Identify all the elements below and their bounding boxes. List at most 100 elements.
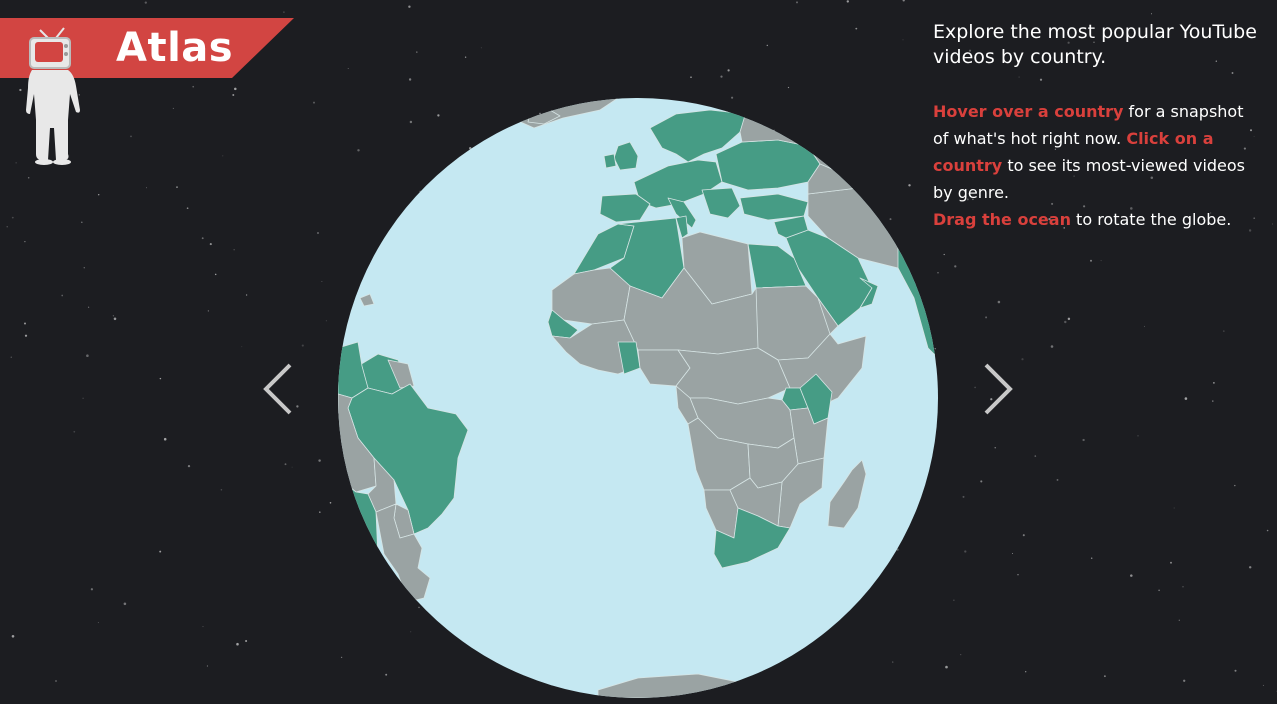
star: [27, 177, 30, 179]
star: [1158, 589, 1160, 592]
star: [317, 232, 319, 234]
star: [1073, 175, 1075, 177]
star: [1064, 320, 1067, 324]
star: [163, 437, 167, 441]
next-button[interactable]: [978, 359, 1018, 419]
tv-head-astronaut-icon: [26, 27, 80, 165]
star: [291, 466, 293, 468]
star: [945, 665, 948, 669]
star: [234, 87, 237, 91]
star: [10, 356, 12, 358]
star: [968, 49, 972, 52]
star: [1170, 561, 1172, 564]
star: [55, 680, 57, 682]
star: [1056, 478, 1059, 481]
star: [233, 249, 235, 251]
star: [1067, 317, 1071, 321]
star: [1017, 574, 1019, 576]
star: [82, 397, 84, 399]
country-caribbean[interactable]: [359, 293, 375, 307]
star: [321, 281, 323, 282]
star: [113, 317, 117, 321]
country-guianas[interactable]: [387, 359, 415, 389]
star: [202, 626, 204, 628]
country-eastern-europe[interactable]: [715, 139, 821, 191]
star: [130, 135, 132, 138]
country-ethiopia[interactable]: [777, 333, 867, 409]
star: [731, 96, 734, 99]
country-ireland[interactable]: [603, 153, 617, 169]
star: [1212, 400, 1214, 402]
hover-description: for a snapshot of what's hot right now.: [933, 102, 1244, 148]
star: [90, 588, 94, 591]
country-south-africa[interactable]: [713, 507, 791, 569]
star: [1130, 207, 1133, 210]
star: [1248, 229, 1252, 232]
star: [1100, 260, 1102, 262]
star: [1209, 212, 1212, 214]
chevron-right-icon: [984, 363, 1013, 415]
star: [1090, 259, 1092, 262]
app-title: Atlas: [116, 25, 234, 71]
title-banner: [0, 18, 294, 78]
star: [902, 39, 904, 41]
star: [994, 447, 996, 449]
star: [1048, 217, 1051, 221]
star: [1248, 566, 1252, 569]
star: [1250, 129, 1252, 132]
country-madagascar[interactable]: [827, 459, 867, 529]
star: [241, 346, 243, 348]
star: [206, 665, 208, 667]
banner-ribbon: [0, 18, 294, 78]
star: [416, 51, 418, 53]
click-description: to see its most-viewed videos by genre.: [933, 156, 1246, 202]
country-oman[interactable]: [859, 277, 879, 309]
star: [207, 310, 210, 312]
star: [889, 218, 892, 221]
star: [1173, 507, 1175, 509]
hover-instruction: Hover over a country: [933, 102, 1124, 121]
star: [1137, 435, 1139, 437]
country-spain[interactable]: [599, 193, 651, 223]
star: [966, 198, 969, 201]
star: [1050, 345, 1054, 348]
star: [24, 322, 26, 325]
country-balkans[interactable]: [701, 187, 741, 219]
star: [78, 94, 80, 96]
country-levant[interactable]: [773, 215, 809, 239]
star: [6, 226, 8, 228]
star: [727, 69, 730, 72]
star: [87, 306, 90, 308]
country-argentina[interactable]: [375, 503, 431, 603]
star: [318, 459, 321, 462]
star: [796, 1, 798, 4]
star: [934, 348, 936, 350]
click-instruction: Click on a country: [933, 129, 1214, 175]
star: [357, 149, 360, 152]
star: [313, 101, 315, 104]
previous-button[interactable]: [258, 359, 298, 419]
star: [964, 550, 967, 553]
star: [222, 155, 224, 157]
star: [480, 47, 482, 49]
globe[interactable]: [338, 98, 938, 698]
star: [408, 78, 412, 81]
star: [1183, 679, 1186, 682]
star: [245, 294, 248, 296]
star: [953, 599, 955, 601]
country-egypt[interactable]: [747, 243, 807, 289]
star: [385, 673, 388, 676]
star: [960, 654, 962, 656]
star: [1148, 162, 1150, 164]
country-italy[interactable]: [667, 197, 697, 229]
country-scandinavia[interactable]: [649, 109, 747, 163]
help-text: Hover over a country for a snapshot of w…: [933, 98, 1263, 233]
star: [954, 265, 957, 268]
star: [159, 550, 162, 553]
country-tunisia[interactable]: [675, 215, 689, 239]
star: [209, 243, 212, 246]
star: [340, 656, 343, 659]
star: [97, 193, 100, 196]
ocean[interactable]: [338, 98, 938, 698]
